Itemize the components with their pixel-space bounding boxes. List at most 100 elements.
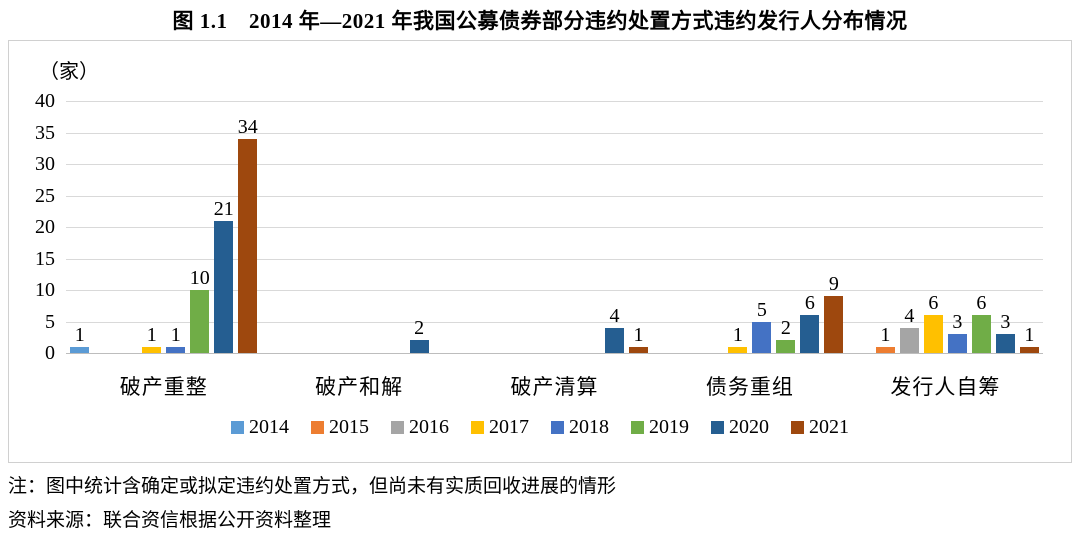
legend-label: 2017 bbox=[489, 416, 529, 438]
legend-item-2020: 2020 bbox=[711, 416, 769, 439]
bar-2018 bbox=[166, 346, 186, 353]
bar-slot-2019: 10 bbox=[188, 101, 212, 353]
bar-slot-2018 bbox=[555, 101, 579, 353]
bar-value-label: 3 bbox=[952, 311, 963, 334]
bar-slot-2020: 6 bbox=[798, 101, 822, 353]
bar-slot-2019 bbox=[383, 101, 407, 353]
bar-slot-2019: 6 bbox=[969, 101, 993, 353]
legend-item-2019: 2019 bbox=[631, 416, 689, 439]
y-axis-unit-label: （家） bbox=[39, 61, 99, 83]
bar-slot-2021: 1 bbox=[1017, 101, 1041, 353]
legend-item-2018: 2018 bbox=[551, 416, 609, 439]
legend-swatch-icon bbox=[631, 421, 644, 434]
gridline bbox=[66, 290, 1043, 291]
bar-2020 bbox=[995, 334, 1015, 353]
gridline bbox=[66, 164, 1043, 165]
y-axis-tick-labels: 0 5 10 15 20 25 30 35 40 bbox=[9, 41, 61, 462]
legend: 2014 2015 2016 2017 2018 2019 2020 2021 bbox=[9, 416, 1071, 439]
legend-item-2015: 2015 bbox=[311, 416, 369, 439]
y-tick-label: 10 bbox=[35, 279, 55, 301]
gridline bbox=[66, 195, 1043, 197]
chart-title: 图 1.1 2014 年—2021 年我国公募债券部分违约处置方式违约发行人分布… bbox=[172, 9, 908, 33]
legend-item-2021: 2021 bbox=[791, 416, 849, 439]
bar-slot-2021 bbox=[431, 101, 455, 353]
legend-swatch-icon bbox=[711, 421, 724, 434]
bar-2014 bbox=[70, 346, 90, 353]
bar-slot-2020: 3 bbox=[993, 101, 1017, 353]
legend-swatch-icon bbox=[791, 421, 804, 434]
legend-label: 2015 bbox=[329, 416, 369, 438]
bar-2018 bbox=[752, 321, 772, 353]
bar-2021 bbox=[1019, 346, 1039, 353]
gridline bbox=[66, 258, 1043, 260]
bar-slot-2014 bbox=[263, 101, 287, 353]
bar-slot-2018 bbox=[359, 101, 383, 353]
bar-value-label: 2 bbox=[414, 317, 425, 340]
bar-slot-2015 bbox=[92, 101, 116, 353]
gridline bbox=[66, 227, 1043, 228]
y-tick-label: 35 bbox=[35, 121, 55, 144]
legend-label: 2019 bbox=[649, 416, 689, 438]
bar-groups: 1 1 1 10 21 34 2 4 1 1 5 2 6 9 1 4 6 3 6 3 1 bbox=[66, 101, 1043, 353]
bar-slot-2021: 1 bbox=[627, 101, 651, 353]
bar-value-label: 6 bbox=[976, 292, 987, 315]
legend-label: 2016 bbox=[409, 416, 449, 438]
bar-slot-2015 bbox=[678, 101, 702, 353]
bar-value-label: 4 bbox=[904, 304, 915, 327]
bar-slot-2021: 9 bbox=[822, 101, 846, 353]
legend-swatch-icon bbox=[551, 421, 564, 434]
bar-2017 bbox=[728, 346, 748, 353]
legend-label: 2018 bbox=[569, 416, 609, 438]
bar-2019 bbox=[776, 340, 796, 353]
bar-2020 bbox=[409, 340, 429, 353]
y-tick-label: 5 bbox=[45, 310, 55, 333]
bar-slot-2017 bbox=[531, 101, 555, 353]
bar-slot-2014: 1 bbox=[68, 101, 92, 353]
bar-2020 bbox=[605, 327, 625, 353]
bar-slot-2017: 6 bbox=[921, 101, 945, 353]
bar-slot-2020: 2 bbox=[407, 101, 431, 353]
bar-value-label: 6 bbox=[804, 292, 815, 315]
bar-slot-2016 bbox=[311, 101, 335, 353]
bar-2021 bbox=[238, 138, 258, 353]
gridline bbox=[66, 101, 1043, 102]
bar-slot-2017 bbox=[335, 101, 359, 353]
bar-2017 bbox=[923, 315, 943, 353]
bar-slot-2015: 1 bbox=[873, 101, 897, 353]
bar-slot-2016 bbox=[702, 101, 726, 353]
bar-slot-2020: 21 bbox=[212, 101, 236, 353]
bar-slot-2018: 1 bbox=[164, 101, 188, 353]
bar-group-1: 1 1 1 10 21 34 bbox=[66, 101, 261, 353]
bar-2015 bbox=[875, 346, 895, 353]
bar-group-2: 2 bbox=[261, 101, 456, 353]
bar-slot-2014 bbox=[654, 101, 678, 353]
chart-note: 注：图中统计含确定或拟定违约处置方式，但尚未有实质回收进展的情形 bbox=[8, 476, 617, 497]
bar-slot-2019: 2 bbox=[774, 101, 798, 353]
bar-value-label: 1 bbox=[74, 323, 85, 346]
bar-slot-2019 bbox=[579, 101, 603, 353]
bar-2017 bbox=[142, 346, 162, 353]
bar-value-label: 1 bbox=[1024, 323, 1035, 346]
legend-item-2016: 2016 bbox=[391, 416, 449, 439]
bar-value-label: 1 bbox=[146, 323, 157, 346]
legend-swatch-icon bbox=[471, 421, 484, 434]
bar-value-label: 1 bbox=[732, 323, 743, 346]
bar-value-label: 1 bbox=[633, 323, 644, 346]
bar-value-label: 34 bbox=[237, 115, 258, 138]
bar-value-label: 1 bbox=[170, 323, 181, 346]
y-tick-label: 40 bbox=[35, 90, 55, 112]
bar-slot-2015 bbox=[287, 101, 311, 353]
bar-2021 bbox=[629, 346, 649, 353]
legend-swatch-icon bbox=[311, 421, 324, 434]
bar-slot-2018: 3 bbox=[945, 101, 969, 353]
bar-slot-2016: 4 bbox=[897, 101, 921, 353]
bar-slot-2018: 5 bbox=[750, 101, 774, 353]
legend-swatch-icon bbox=[391, 421, 404, 434]
bar-value-label: 10 bbox=[189, 267, 210, 289]
bar-2018 bbox=[947, 334, 967, 353]
gridline bbox=[66, 321, 1043, 323]
